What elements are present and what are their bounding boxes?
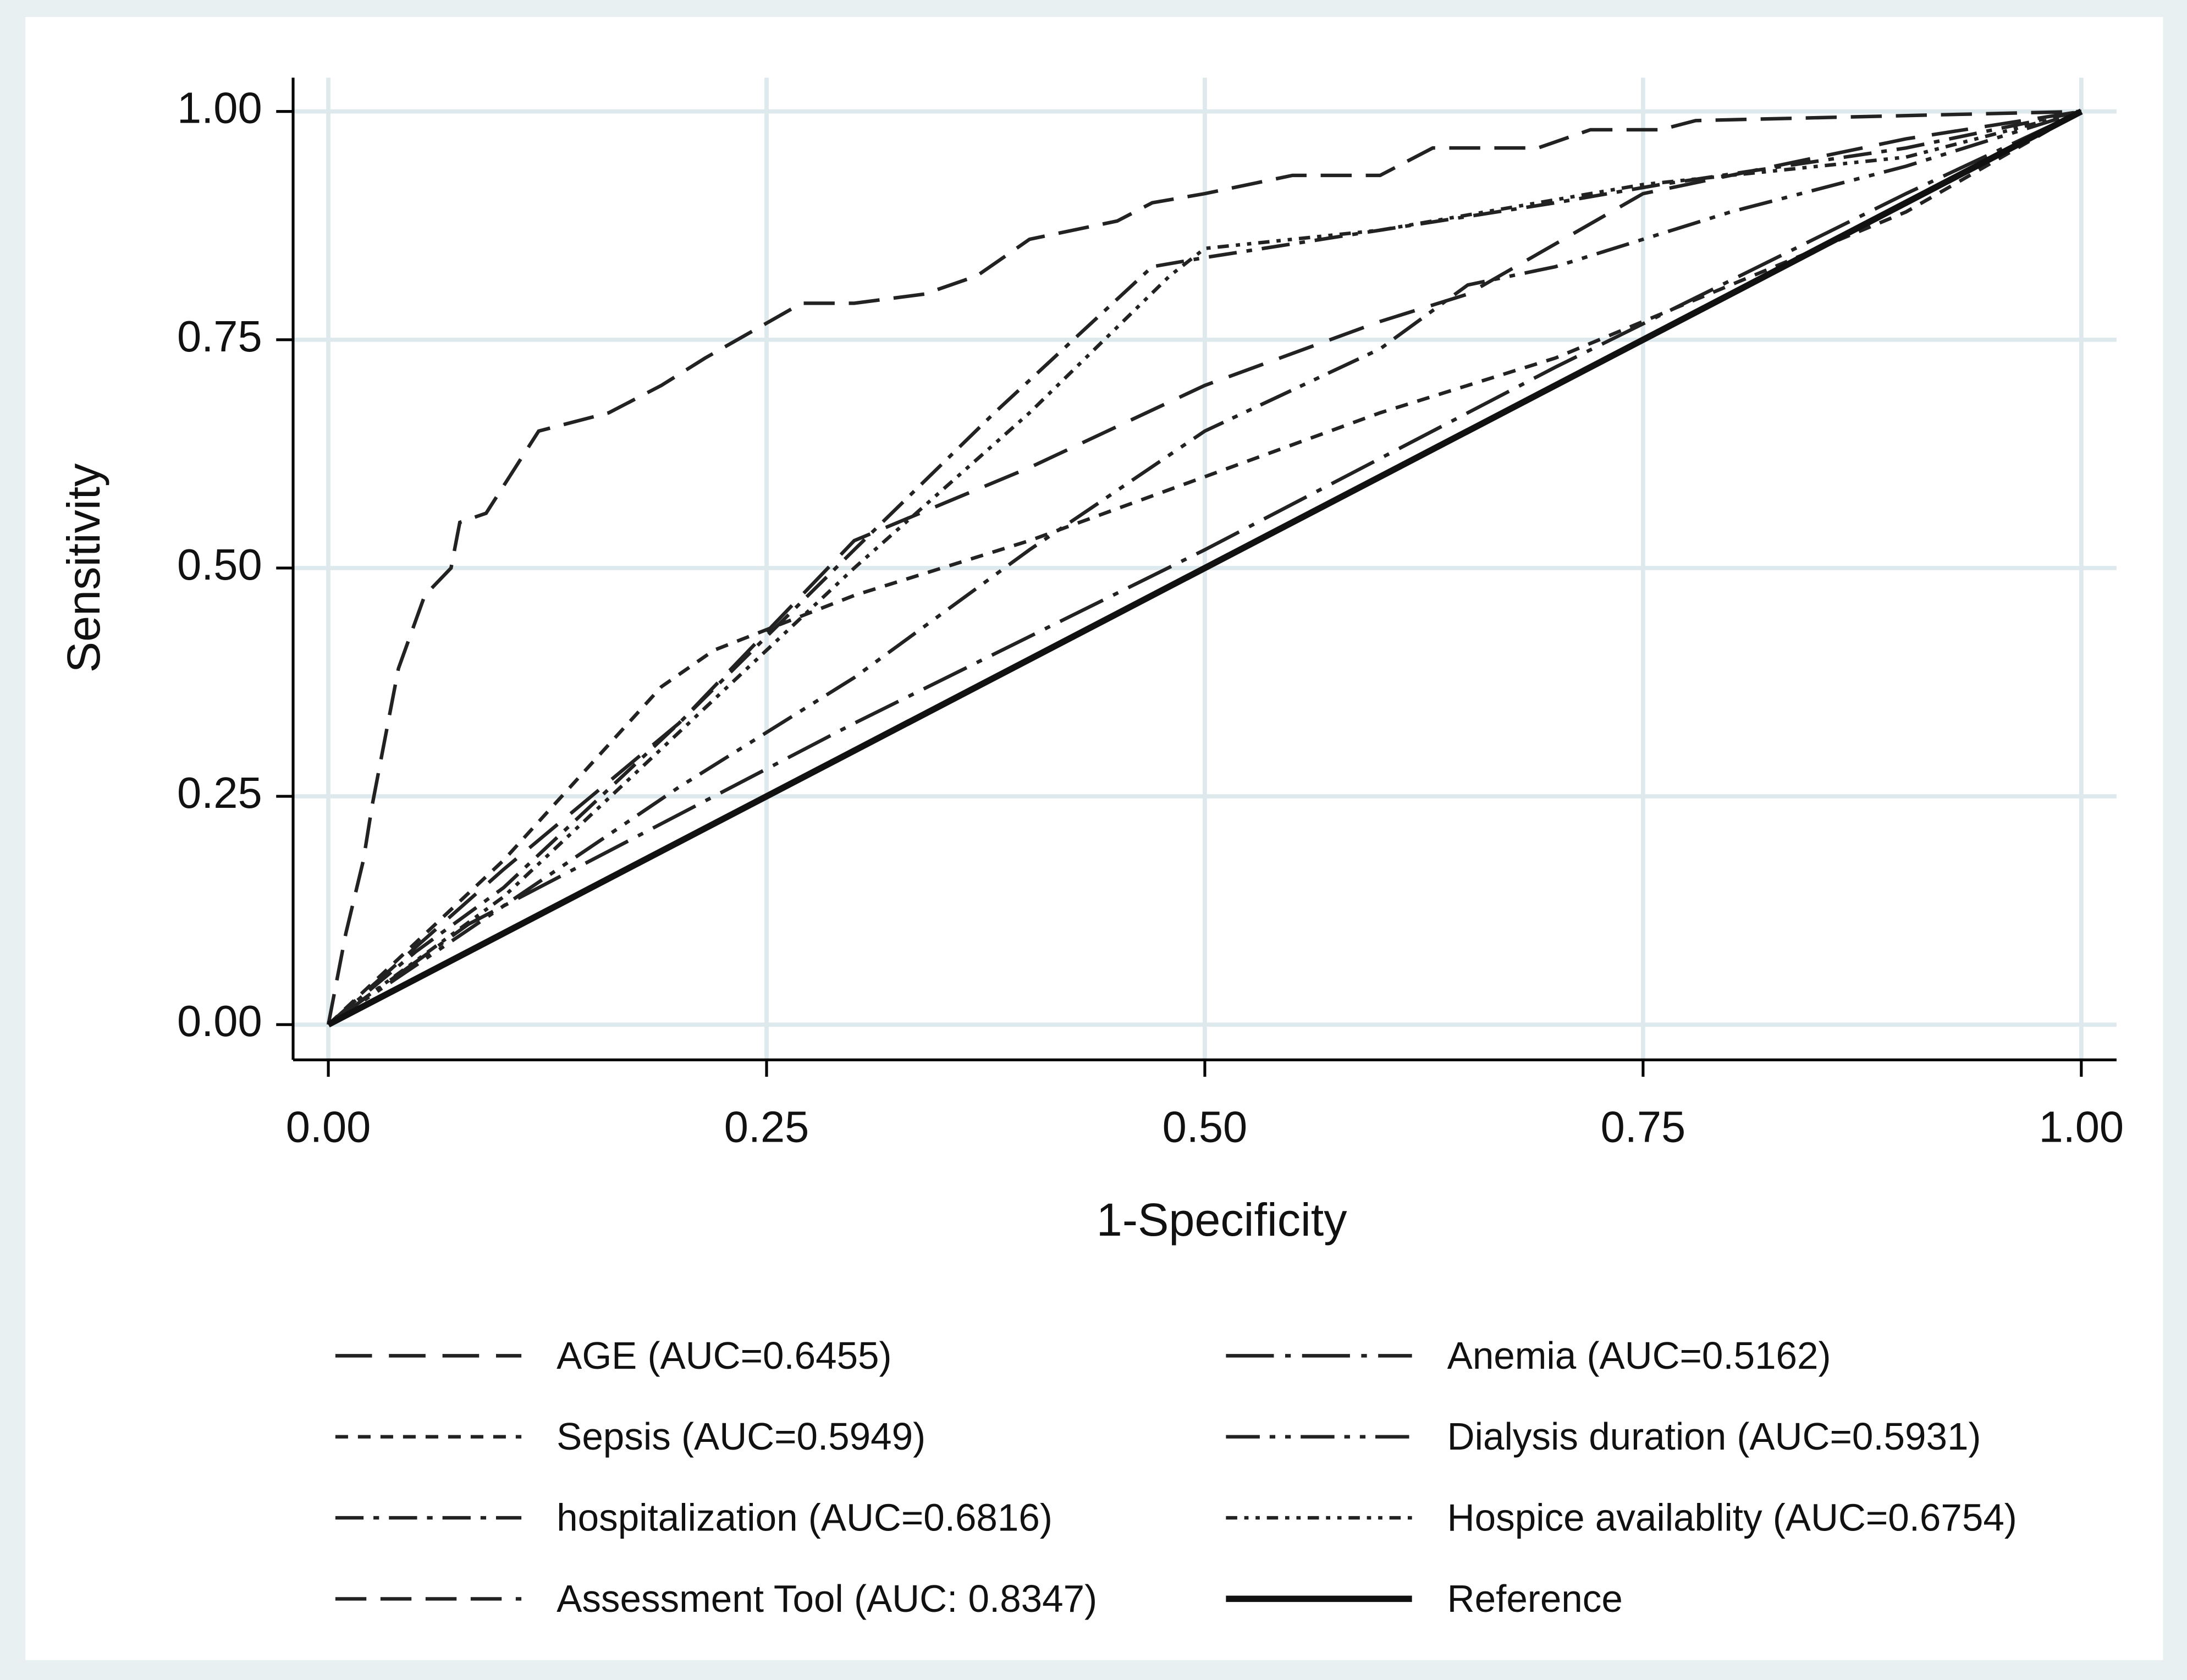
legend-label: Dialysis duration (AUC=0.5931) <box>1447 1415 1981 1458</box>
lines <box>326 108 2083 1028</box>
x-axis-title: 1-Specificity <box>1097 1193 1347 1246</box>
y-axis-title: Sensitivity <box>57 463 109 673</box>
roc-line <box>327 109 2082 1026</box>
roc-line <box>326 109 2081 1025</box>
y-tick-label: 0.00 <box>177 996 262 1045</box>
x-tick-label: 0.50 <box>1163 1102 1248 1151</box>
y-tick-label: 1.00 <box>177 84 262 133</box>
legend-label: Reference <box>1447 1577 1623 1620</box>
legend-label: Anemia (AUC=0.5162) <box>1447 1334 1831 1377</box>
legend-label: Sepsis (AUC=0.5949) <box>557 1415 926 1458</box>
y-tick-label: 0.50 <box>177 540 262 589</box>
panel <box>25 17 2163 1660</box>
legend-label: Assessment Tool (AUC: 0.8347) <box>557 1577 1097 1620</box>
roc-line <box>327 109 2082 1026</box>
roc-line <box>327 109 2083 1026</box>
roc-line <box>327 109 2082 1026</box>
y-tick-label: 0.25 <box>177 768 262 817</box>
legend: AGE (AUC=0.6455) Anemia (AUC=0.5162) Sepsi… <box>335 1334 2017 1620</box>
x-tick-label: 0.00 <box>286 1102 371 1151</box>
x-tick-label: 1.00 <box>2039 1102 2124 1151</box>
roc-line <box>327 108 2083 1028</box>
legend-label: AGE (AUC=0.6455) <box>557 1334 891 1377</box>
legend-label: hospitalization (AUC=0.6816) <box>557 1496 1053 1539</box>
x-tick-label: 0.25 <box>724 1102 809 1151</box>
ticks: 0.00 0.25 0.50 0.75 1.00 0.00 0.25 0.50 0.75 1.00 <box>177 84 2124 1152</box>
roc-line <box>327 109 2082 1026</box>
legend-label: Hospice availablity (AUC=0.6754) <box>1447 1496 2017 1539</box>
x-tick-label: 0.75 <box>1601 1102 1686 1151</box>
y-tick-label: 0.75 <box>177 312 262 361</box>
